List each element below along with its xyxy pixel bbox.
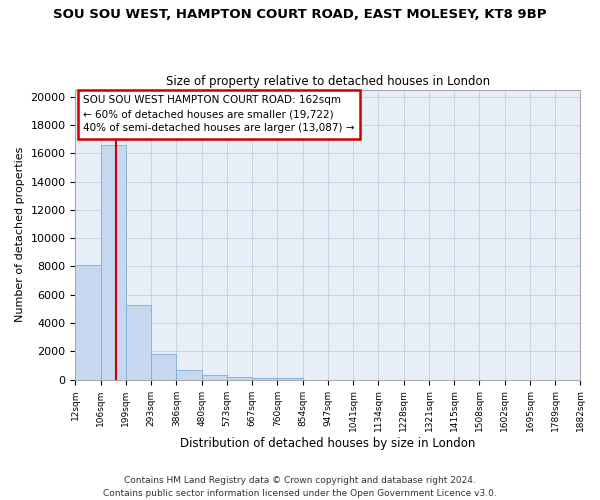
Bar	[202, 375, 227, 380]
Y-axis label: Number of detached properties: Number of detached properties	[15, 147, 25, 322]
Bar	[176, 370, 202, 380]
Text: Contains HM Land Registry data © Crown copyright and database right 2024.
Contai: Contains HM Land Registry data © Crown c…	[103, 476, 497, 498]
Text: SOU SOU WEST, HAMPTON COURT ROAD, EAST MOLESEY, KT8 9BP: SOU SOU WEST, HAMPTON COURT ROAD, EAST M…	[53, 8, 547, 20]
Bar	[151, 354, 176, 380]
Bar	[227, 377, 253, 380]
Bar	[277, 378, 303, 380]
Bar	[76, 265, 101, 380]
Title: Size of property relative to detached houses in London: Size of property relative to detached ho…	[166, 76, 490, 88]
Bar	[126, 304, 151, 380]
Bar	[101, 145, 126, 380]
X-axis label: Distribution of detached houses by size in London: Distribution of detached houses by size …	[180, 437, 476, 450]
Text: SOU SOU WEST HAMPTON COURT ROAD: 162sqm
← 60% of detached houses are smaller (19: SOU SOU WEST HAMPTON COURT ROAD: 162sqm …	[83, 96, 355, 134]
Bar	[253, 378, 277, 380]
